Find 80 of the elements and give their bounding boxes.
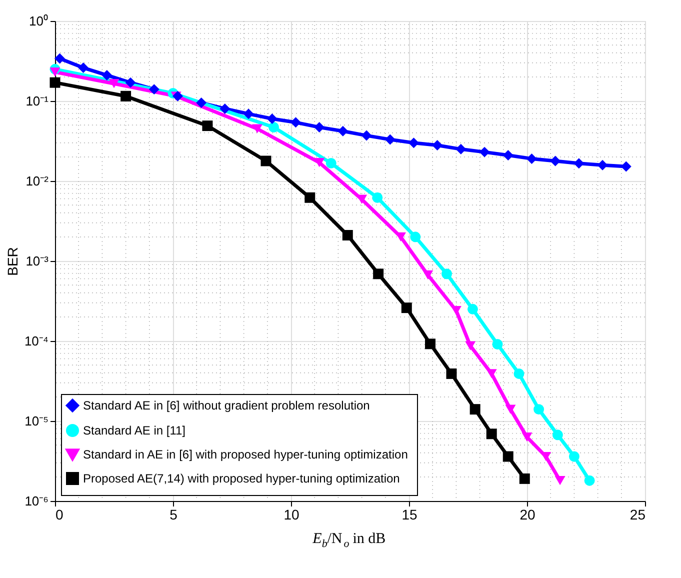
y-tick-label: 10⁻⁶ xyxy=(24,494,48,508)
point xyxy=(519,473,530,484)
point xyxy=(78,62,89,74)
point xyxy=(554,476,566,486)
point xyxy=(456,144,466,154)
point xyxy=(424,338,436,350)
y-tick-label: 10⁻⁵ xyxy=(24,414,48,428)
y-tick-label: 10⁻² xyxy=(26,174,50,188)
point xyxy=(492,339,503,350)
point xyxy=(410,232,421,242)
point xyxy=(502,150,514,160)
legend-label: Proposed AE(7,14) with proposed hyper-tuning optimization xyxy=(83,472,400,486)
y-tick-label: 10⁻³ xyxy=(26,254,50,268)
point xyxy=(422,270,434,280)
x-tick-label: 15 xyxy=(402,506,418,522)
point xyxy=(401,302,412,314)
point xyxy=(290,117,301,128)
point xyxy=(574,158,584,169)
point xyxy=(314,158,325,168)
y-tick-label: 10⁰ xyxy=(29,14,48,28)
point xyxy=(54,53,65,64)
x-tick-label: 10 xyxy=(284,506,300,522)
point xyxy=(243,108,254,120)
point xyxy=(326,158,336,168)
point xyxy=(620,161,632,172)
point xyxy=(120,90,132,102)
point xyxy=(220,104,230,114)
point xyxy=(266,114,278,124)
point xyxy=(526,153,537,164)
point xyxy=(534,404,544,415)
y-tick-label: 10⁻⁴ xyxy=(24,334,48,348)
x-tick-label: 0 xyxy=(56,506,64,522)
point xyxy=(252,124,262,134)
point xyxy=(432,140,443,150)
point xyxy=(502,451,514,462)
point xyxy=(540,452,552,462)
point xyxy=(568,451,580,462)
point xyxy=(202,120,213,132)
point xyxy=(486,369,497,378)
point xyxy=(597,160,608,170)
x-tick-label: 20 xyxy=(520,506,536,522)
point xyxy=(465,341,476,350)
point xyxy=(372,192,383,203)
point xyxy=(50,77,60,88)
point xyxy=(442,268,452,280)
point xyxy=(268,122,280,132)
point xyxy=(260,156,272,166)
point xyxy=(522,432,532,442)
point xyxy=(108,79,120,88)
point xyxy=(384,134,396,145)
point xyxy=(470,404,480,415)
point xyxy=(450,306,462,316)
point xyxy=(361,130,372,141)
legend-label: Standard in AE in [6] with proposed hyper-tuning optimization xyxy=(83,448,408,462)
x-tick-label: 5 xyxy=(170,506,178,522)
point xyxy=(314,122,325,132)
point xyxy=(196,98,207,108)
point xyxy=(505,404,516,414)
point xyxy=(338,126,348,136)
point xyxy=(408,138,419,148)
point xyxy=(467,304,478,314)
point xyxy=(514,368,524,379)
point xyxy=(552,430,563,440)
point xyxy=(479,146,490,158)
point xyxy=(304,192,316,203)
point xyxy=(125,77,136,88)
point xyxy=(342,230,353,240)
point xyxy=(148,84,160,95)
point xyxy=(50,68,60,77)
point xyxy=(550,156,561,166)
point xyxy=(486,428,497,440)
point xyxy=(102,70,112,80)
y-tick-label: 10⁻¹ xyxy=(26,94,50,108)
point xyxy=(446,368,457,379)
point xyxy=(373,268,384,280)
x-tick-label: 25 xyxy=(630,506,646,522)
legend-label: Standard AE in [6] without gradient problem resolution xyxy=(83,398,370,412)
legend-label: Standard AE in [11] xyxy=(83,424,186,438)
point xyxy=(584,475,595,486)
y-axis-title: BER xyxy=(4,247,20,276)
